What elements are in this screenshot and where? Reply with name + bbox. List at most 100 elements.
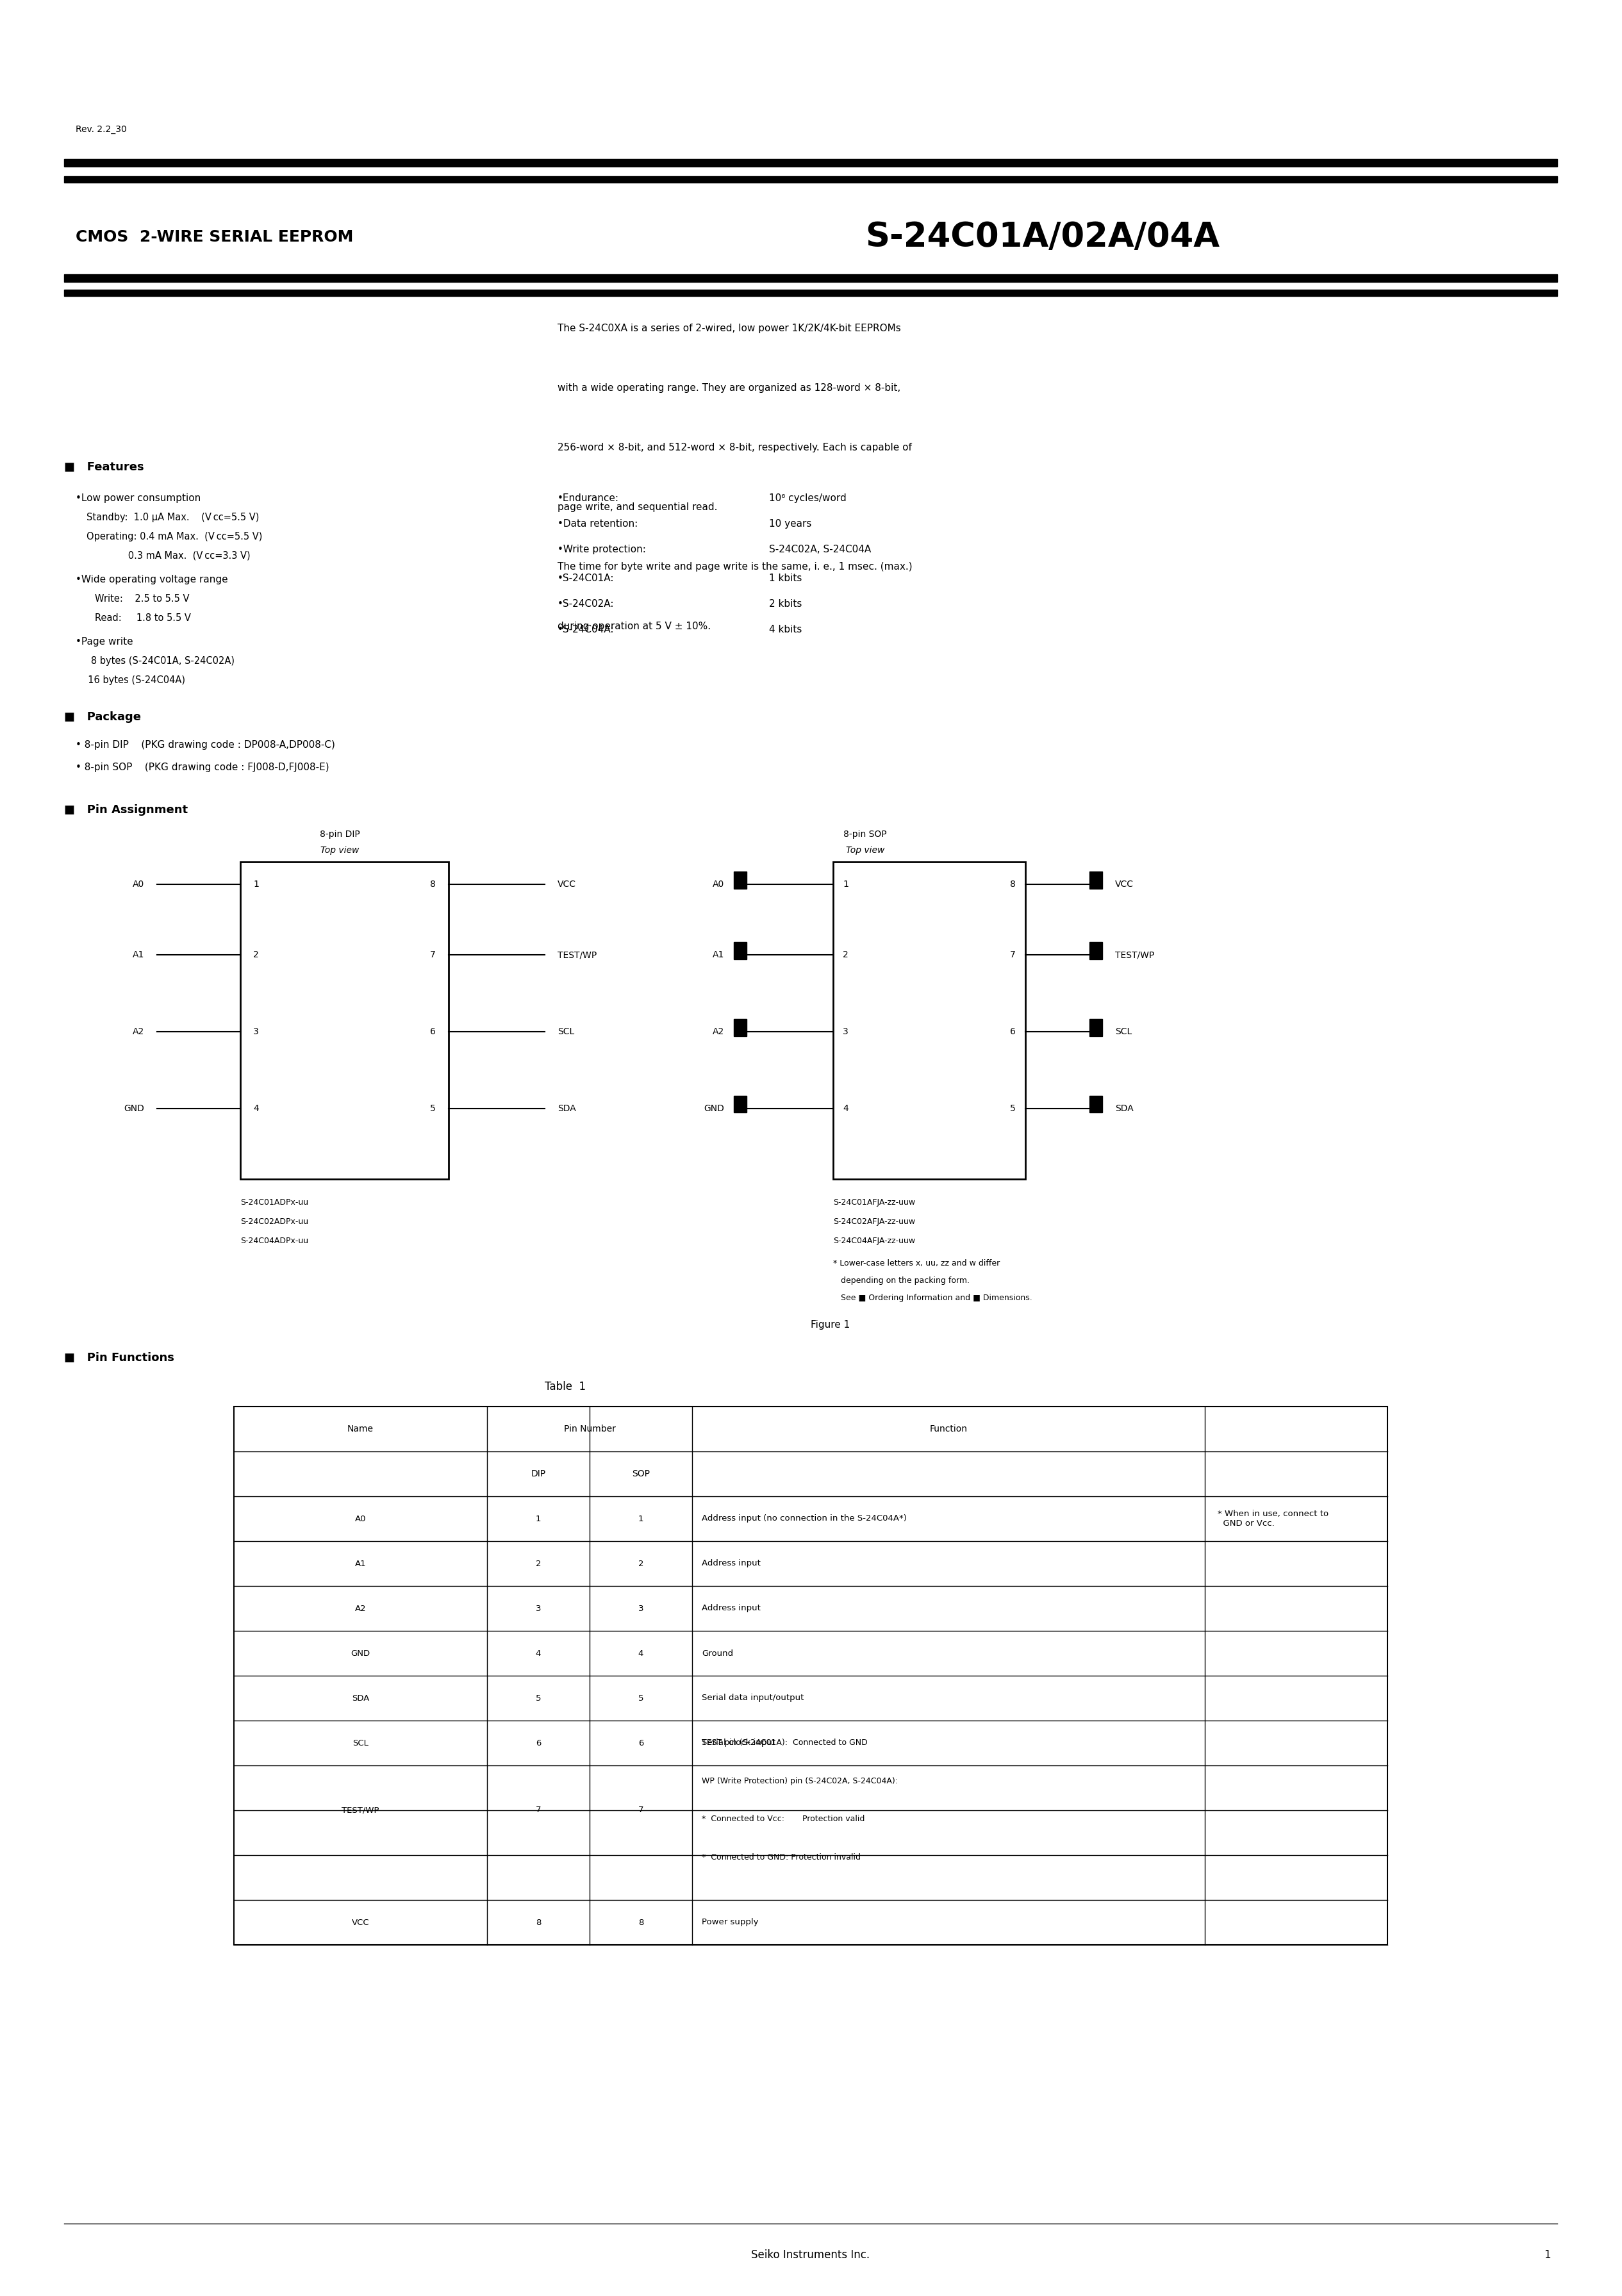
Text: 8-pin DIP: 8-pin DIP [320, 829, 360, 838]
Text: 2: 2 [253, 951, 260, 960]
Text: • 8-pin DIP    (PKG drawing code : DP008-A,DP008-C): • 8-pin DIP (PKG drawing code : DP008-A,… [76, 739, 336, 751]
Text: 8-pin SOP: 8-pin SOP [843, 829, 887, 838]
Text: •Page write: •Page write [76, 636, 133, 647]
Text: during operation at 5 V ± 10%.: during operation at 5 V ± 10%. [558, 622, 710, 631]
Text: 256-word × 8-bit, and 512-word × 8-bit, respectively. Each is capable of: 256-word × 8-bit, and 512-word × 8-bit, … [558, 443, 912, 452]
Text: 5: 5 [637, 1694, 644, 1701]
Text: 6: 6 [1011, 1026, 1015, 1035]
Text: ■   Features: ■ Features [65, 461, 144, 473]
Text: S-24C01A/02A/04A: S-24C01A/02A/04A [865, 220, 1220, 255]
Text: Rev. 2.2_30: Rev. 2.2_30 [76, 124, 127, 133]
Text: • 8-pin SOP    (PKG drawing code : FJ008-D,FJ008-E): • 8-pin SOP (PKG drawing code : FJ008-D,… [76, 762, 329, 771]
Bar [65, 158, 1557, 168]
Text: GND: GND [704, 1104, 723, 1114]
Text: •Low power consumption: •Low power consumption [76, 494, 201, 503]
Text: A0: A0 [355, 1515, 367, 1522]
Text: Figure 1: Figure 1 [811, 1320, 850, 1329]
Text: See ■ Ordering Information and ■ Dimensions.: See ■ Ordering Information and ■ Dimensi… [840, 1293, 1032, 1302]
Text: Table  1: Table 1 [545, 1380, 586, 1391]
Bar [1090, 872, 1103, 889]
Text: S-24C02A, S-24C04A: S-24C02A, S-24C04A [769, 544, 871, 553]
Text: 3: 3 [843, 1026, 848, 1035]
Text: GND: GND [123, 1104, 144, 1114]
Text: 2: 2 [843, 951, 848, 960]
Text: * Lower-case letters x, uu, zz and w differ: * Lower-case letters x, uu, zz and w dif… [834, 1258, 999, 1267]
Text: SOP: SOP [633, 1469, 650, 1479]
Text: •S-24C01A:: •S-24C01A: [558, 574, 615, 583]
Text: •Endurance:: •Endurance: [558, 494, 620, 503]
Text: 2: 2 [535, 1559, 542, 1568]
Bar [733, 941, 746, 960]
Text: 16 bytes (S-24C04A): 16 bytes (S-24C04A) [83, 675, 185, 684]
Text: Serial clock input: Serial clock input [702, 1738, 775, 1747]
Text: 1: 1 [843, 879, 848, 889]
Text: 7: 7 [535, 1807, 542, 1814]
Text: S-24C01ADPx-uu: S-24C01ADPx-uu [240, 1199, 308, 1208]
Text: Pin Number: Pin Number [564, 1424, 615, 1433]
Text: 4 kbits: 4 kbits [769, 625, 801, 634]
Text: 8 bytes (S-24C01A, S-24C02A): 8 bytes (S-24C01A, S-24C02A) [83, 657, 235, 666]
Text: VCC: VCC [352, 1917, 370, 1926]
Text: 4: 4 [637, 1649, 644, 1658]
Text: 6: 6 [535, 1738, 542, 1747]
Text: Address input (no connection in the S-24C04A*): Address input (no connection in the S-24… [702, 1515, 907, 1522]
Text: A1: A1 [712, 951, 723, 960]
Bar [65, 273, 1557, 282]
Text: Power supply: Power supply [702, 1917, 759, 1926]
Text: A2: A2 [355, 1605, 367, 1612]
Text: ■   Pin Functions: ■ Pin Functions [65, 1352, 174, 1364]
Bar [733, 872, 746, 889]
Text: 8: 8 [637, 1917, 644, 1926]
Text: 1 kbits: 1 kbits [769, 574, 801, 583]
Text: 10 years: 10 years [769, 519, 811, 528]
Text: SCL: SCL [352, 1738, 368, 1747]
Text: *  Connected to Vcc:       Protection valid: * Connected to Vcc: Protection valid [702, 1816, 865, 1823]
Text: WP (Write Protection) pin (S-24C02A, S-24C04A):: WP (Write Protection) pin (S-24C02A, S-2… [702, 1777, 899, 1786]
Text: A2: A2 [712, 1026, 723, 1035]
Text: 3: 3 [535, 1605, 542, 1612]
Text: 1: 1 [253, 879, 260, 889]
Text: Ground: Ground [702, 1649, 733, 1658]
Text: 2 kbits: 2 kbits [769, 599, 801, 608]
Text: Top view: Top view [845, 845, 884, 854]
Text: Address input: Address input [702, 1559, 761, 1568]
Text: The time for byte write and page write is the same, i. e., 1 msec. (max.): The time for byte write and page write i… [558, 563, 912, 572]
Text: 7: 7 [1011, 951, 1015, 960]
Bar [240, 861, 449, 1180]
Text: 3: 3 [253, 1026, 260, 1035]
Bar [733, 1019, 746, 1035]
Text: S-24C02ADPx-uu: S-24C02ADPx-uu [240, 1217, 308, 1226]
Text: A1: A1 [355, 1559, 367, 1568]
Text: SDA: SDA [558, 1104, 576, 1114]
Text: Operating: 0.4 mA Max.  (V cc=5.5 V): Operating: 0.4 mA Max. (V cc=5.5 V) [86, 533, 263, 542]
Text: 10⁶ cycles/word: 10⁶ cycles/word [769, 494, 847, 503]
Text: S-24C04AFJA-zz-uuw: S-24C04AFJA-zz-uuw [834, 1238, 915, 1244]
Text: S-24C02AFJA-zz-uuw: S-24C02AFJA-zz-uuw [834, 1217, 915, 1226]
Text: CMOS  2-WIRE SERIAL EEPROM: CMOS 2-WIRE SERIAL EEPROM [76, 230, 354, 246]
Text: S-24C01AFJA-zz-uuw: S-24C01AFJA-zz-uuw [834, 1199, 915, 1208]
Text: with a wide operating range. They are organized as 128-word × 8-bit,: with a wide operating range. They are or… [558, 383, 900, 393]
Text: 2: 2 [637, 1559, 644, 1568]
Text: TEST/WP: TEST/WP [558, 951, 597, 960]
Text: 8: 8 [535, 1917, 542, 1926]
Text: Seiko Instruments Inc.: Seiko Instruments Inc. [751, 2250, 869, 2262]
Bar [234, 1407, 1387, 1945]
Text: Write:    2.5 to 5.5 V: Write: 2.5 to 5.5 V [94, 595, 190, 604]
Text: 4: 4 [253, 1104, 260, 1114]
Text: ■   Package: ■ Package [65, 712, 141, 723]
Text: 8: 8 [1011, 879, 1015, 889]
Text: 5: 5 [1011, 1104, 1015, 1114]
Text: A1: A1 [133, 951, 144, 960]
Text: 1: 1 [1544, 2250, 1551, 2262]
Text: •S-24C02A:: •S-24C02A: [558, 599, 615, 608]
Text: VCC: VCC [558, 879, 576, 889]
Text: TEST pin (S-24C01A):  Connected to GND: TEST pin (S-24C01A): Connected to GND [702, 1738, 868, 1747]
Text: page write, and sequential read.: page write, and sequential read. [558, 503, 717, 512]
Text: A0: A0 [712, 879, 723, 889]
Text: depending on the packing form.: depending on the packing form. [840, 1277, 970, 1286]
Text: DIP: DIP [530, 1469, 545, 1479]
Text: * When in use, connect to
  GND or Vcc.: * When in use, connect to GND or Vcc. [1218, 1511, 1328, 1527]
Text: •Wide operating voltage range: •Wide operating voltage range [76, 574, 229, 585]
Text: 7: 7 [430, 951, 436, 960]
Bar [65, 177, 1557, 184]
